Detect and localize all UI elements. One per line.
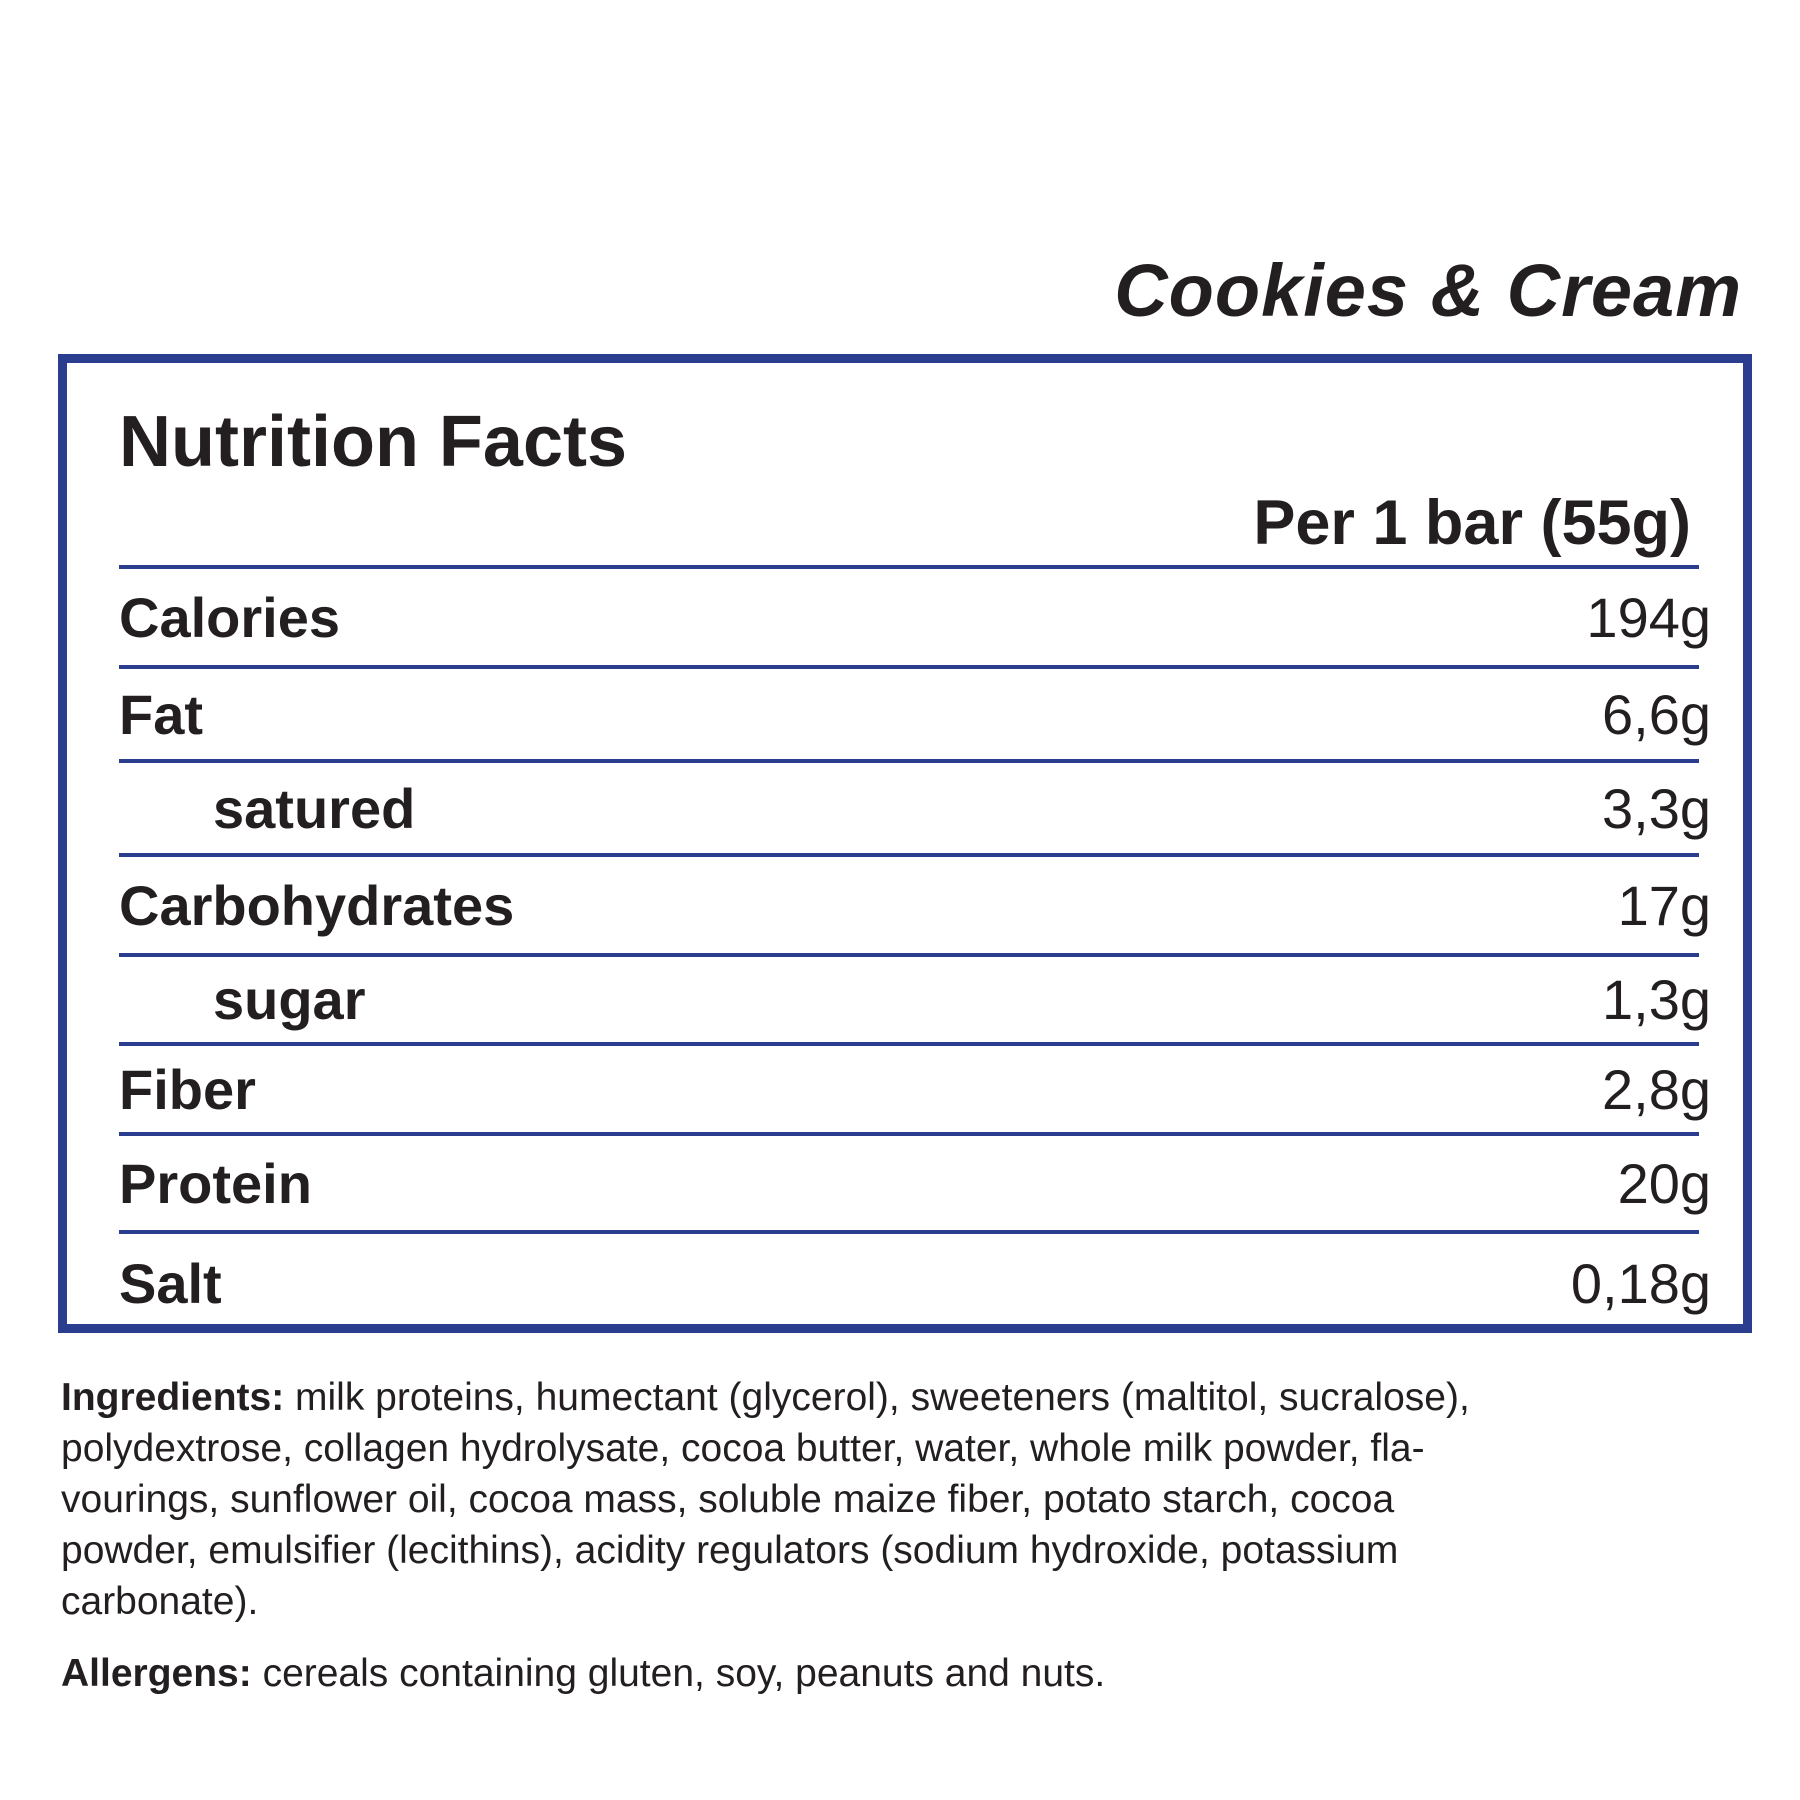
nutrient-row: Calories 194g: [119, 565, 1711, 665]
nutrient-value: 194g: [1586, 585, 1711, 649]
nutrition-table: Calories 194g Fat 6,6g satured 3,3g Carbohydra…: [119, 565, 1711, 1332]
serving-size: Per 1 bar (55g): [1253, 488, 1691, 558]
ingredients-line: polydextrose, collagen hydrolysate, coco…: [61, 1427, 1425, 1470]
nutrient-label: Calories: [119, 585, 340, 649]
nutrient-row: Fat 6,6g: [119, 665, 1711, 759]
nutrient-row: Carbohydrates 17g: [119, 853, 1711, 953]
allergens-label: Allergens:: [61, 1652, 252, 1695]
nutrient-row: satured 3,3g: [119, 759, 1711, 853]
allergens-text: cereals containing gluten, soy, peanuts …: [262, 1652, 1106, 1695]
nutrient-label: sugar: [213, 968, 366, 1031]
flavor-title: Cookies & Cream: [1114, 249, 1742, 332]
nutrient-label: Carbohydrates: [119, 873, 515, 937]
nutrient-label: Fiber: [119, 1057, 256, 1121]
nutrient-value: 20g: [1617, 1151, 1711, 1215]
ingredients-line: vourings, sunflower oil, cocoa mass, sol…: [61, 1478, 1395, 1521]
nutrient-label: satured: [213, 776, 416, 840]
nutrient-value: 3,3g: [1602, 776, 1711, 840]
nutrient-label: Salt: [119, 1251, 222, 1315]
ingredients-line: powder, emulsifier (lecithins), acidity …: [61, 1529, 1399, 1572]
nutrient-value: 0,18g: [1570, 1251, 1711, 1315]
nutrient-value: 6,6g: [1602, 682, 1711, 746]
ingredients-line: milk proteins, humectant (glycerol), swe…: [295, 1376, 1470, 1419]
nutrient-row: sugar 1,3g: [119, 953, 1711, 1042]
ingredients-label: Ingredients:: [61, 1376, 285, 1419]
nutrient-row: Fiber 2,8g: [119, 1042, 1711, 1132]
nutrient-label: Fat: [119, 682, 203, 746]
nutrient-label: Protein: [119, 1151, 312, 1215]
nutrition-facts-panel: Nutrition Facts Per 1 bar (55g) Calories…: [58, 354, 1752, 1333]
nutrient-row: Salt 0,18g: [119, 1230, 1711, 1332]
nutrient-row: Protein 20g: [119, 1132, 1711, 1230]
nutrient-value: 2,8g: [1602, 1057, 1711, 1121]
nutrient-value: 17g: [1617, 873, 1711, 937]
nutrient-value: 1,3g: [1602, 968, 1711, 1031]
nutrition-facts-title: Nutrition Facts: [119, 402, 628, 482]
ingredients-line: carbonate).: [61, 1580, 259, 1623]
ingredients-section: Ingredients: milk proteins, humectant (g…: [61, 1372, 1761, 1627]
allergens-section: Allergens: cereals containing gluten, so…: [61, 1648, 1761, 1699]
